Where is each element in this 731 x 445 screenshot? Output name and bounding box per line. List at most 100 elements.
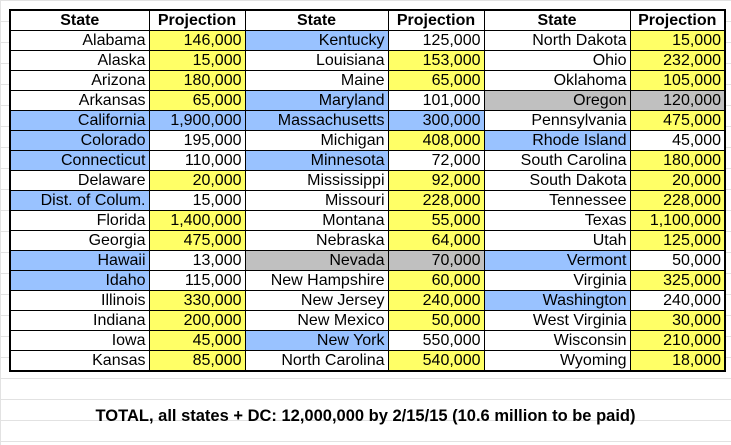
state-cell[interactable]: Rhode Island: [483, 130, 631, 151]
projection-cell[interactable]: 65,000: [387, 70, 485, 91]
state-cell[interactable]: New Hampshire: [244, 270, 389, 291]
projection-cell[interactable]: 200,000: [148, 310, 246, 331]
state-cell[interactable]: Ohio: [483, 50, 631, 71]
header-cell[interactable]: State: [244, 9, 389, 31]
state-cell[interactable]: Wisconsin: [483, 330, 631, 351]
projection-cell[interactable]: 475,000: [148, 230, 246, 251]
projection-cell[interactable]: 45,000: [629, 130, 726, 151]
projection-cell[interactable]: 408,000: [387, 130, 485, 151]
state-cell[interactable]: Arizona: [9, 70, 150, 91]
state-cell[interactable]: Maine: [244, 70, 389, 91]
header-cell[interactable]: State: [9, 9, 150, 31]
projection-cell[interactable]: 232,000: [629, 50, 726, 71]
projection-cell[interactable]: 60,000: [387, 270, 485, 291]
state-cell[interactable]: North Dakota: [483, 30, 631, 51]
state-cell[interactable]: Pennsylvania: [483, 110, 631, 131]
projection-cell[interactable]: 180,000: [148, 70, 246, 91]
projection-cell[interactable]: 18,000: [629, 350, 726, 372]
state-cell[interactable]: New Mexico: [244, 310, 389, 331]
state-cell[interactable]: Georgia: [9, 230, 150, 251]
state-cell[interactable]: Kansas: [9, 350, 150, 372]
projection-cell[interactable]: 70,000: [387, 250, 485, 271]
header-cell[interactable]: Projection: [148, 9, 246, 31]
projection-cell[interactable]: 1,100,000: [629, 210, 726, 231]
projection-cell[interactable]: 15,000: [629, 30, 726, 51]
state-cell[interactable]: Virginia: [483, 270, 631, 291]
state-cell[interactable]: Minnesota: [244, 150, 389, 171]
projection-cell[interactable]: 15,000: [148, 50, 246, 71]
projection-cell[interactable]: 105,000: [629, 70, 726, 91]
state-cell[interactable]: Florida: [9, 210, 150, 231]
state-cell[interactable]: Nevada: [244, 250, 389, 271]
state-cell[interactable]: New York: [244, 330, 389, 351]
state-cell[interactable]: Colorado: [9, 130, 150, 151]
total-summary[interactable]: TOTAL, all states + DC: 12,000,000 by 2/…: [95, 407, 636, 425]
projection-cell[interactable]: 125,000: [387, 30, 485, 51]
state-cell[interactable]: Connecticut: [9, 150, 150, 171]
state-cell[interactable]: Michigan: [244, 130, 389, 151]
state-cell[interactable]: Iowa: [9, 330, 150, 351]
projection-cell[interactable]: 55,000: [387, 210, 485, 231]
state-cell[interactable]: Oregon: [483, 90, 631, 111]
projection-cell[interactable]: 228,000: [629, 190, 726, 211]
projection-cell[interactable]: 325,000: [629, 270, 726, 291]
projection-cell[interactable]: 153,000: [387, 50, 485, 71]
projection-cell[interactable]: 240,000: [387, 290, 485, 311]
projection-cell[interactable]: 228,000: [387, 190, 485, 211]
state-cell[interactable]: Utah: [483, 230, 631, 251]
projection-cell[interactable]: 64,000: [387, 230, 485, 251]
projection-cell[interactable]: 50,000: [629, 250, 726, 271]
projection-cell[interactable]: 210,000: [629, 330, 726, 351]
projection-cell[interactable]: 72,000: [387, 150, 485, 171]
state-cell[interactable]: Louisiana: [244, 50, 389, 71]
projection-cell[interactable]: 240,000: [629, 290, 726, 311]
state-cell[interactable]: Alaska: [9, 50, 150, 71]
state-cell[interactable]: Hawaii: [9, 250, 150, 271]
projection-cell[interactable]: 146,000: [148, 30, 246, 51]
state-cell[interactable]: Arkansas: [9, 90, 150, 111]
state-cell[interactable]: Alabama: [9, 30, 150, 51]
projection-cell[interactable]: 15,000: [148, 190, 246, 211]
projection-cell[interactable]: 101,000: [387, 90, 485, 111]
projection-cell[interactable]: 85,000: [148, 350, 246, 372]
state-cell[interactable]: Dist. of Colum.: [9, 190, 150, 211]
state-cell[interactable]: Delaware: [9, 170, 150, 191]
state-cell[interactable]: Nebraska: [244, 230, 389, 251]
state-cell[interactable]: Vermont: [483, 250, 631, 271]
projection-cell[interactable]: 20,000: [629, 170, 726, 191]
state-cell[interactable]: North Carolina: [244, 350, 389, 372]
state-cell[interactable]: Illinois: [9, 290, 150, 311]
projection-cell[interactable]: 110,000: [148, 150, 246, 171]
state-cell[interactable]: Maryland: [244, 90, 389, 111]
projection-cell[interactable]: 65,000: [148, 90, 246, 111]
projection-cell[interactable]: 180,000: [629, 150, 726, 171]
header-cell[interactable]: State: [483, 9, 631, 31]
projection-cell[interactable]: 92,000: [387, 170, 485, 191]
projection-cell[interactable]: 195,000: [148, 130, 246, 151]
projection-cell[interactable]: 13,000: [148, 250, 246, 271]
state-cell[interactable]: Wyoming: [483, 350, 631, 372]
projection-cell[interactable]: 20,000: [148, 170, 246, 191]
state-cell[interactable]: California: [9, 110, 150, 131]
projection-cell[interactable]: 300,000: [387, 110, 485, 131]
projection-cell[interactable]: 550,000: [387, 330, 485, 351]
state-cell[interactable]: Mississippi: [244, 170, 389, 191]
state-cell[interactable]: South Dakota: [483, 170, 631, 191]
projection-cell[interactable]: 540,000: [387, 350, 485, 372]
projection-cell[interactable]: 125,000: [629, 230, 726, 251]
header-cell[interactable]: Projection: [629, 9, 726, 31]
projection-cell[interactable]: 120,000: [629, 90, 726, 111]
state-cell[interactable]: Missouri: [244, 190, 389, 211]
state-cell[interactable]: Texas: [483, 210, 631, 231]
projection-cell[interactable]: 50,000: [387, 310, 485, 331]
projection-cell[interactable]: 475,000: [629, 110, 726, 131]
state-cell[interactable]: Massachusetts: [244, 110, 389, 131]
projection-cell[interactable]: 330,000: [148, 290, 246, 311]
projection-cell[interactable]: 1,900,000: [148, 110, 246, 131]
state-cell[interactable]: Kentucky: [244, 30, 389, 51]
projection-cell[interactable]: 1,400,000: [148, 210, 246, 231]
state-cell[interactable]: Oklahoma: [483, 70, 631, 91]
state-cell[interactable]: Tennessee: [483, 190, 631, 211]
state-cell[interactable]: Indiana: [9, 310, 150, 331]
projection-cell[interactable]: 30,000: [629, 310, 726, 331]
